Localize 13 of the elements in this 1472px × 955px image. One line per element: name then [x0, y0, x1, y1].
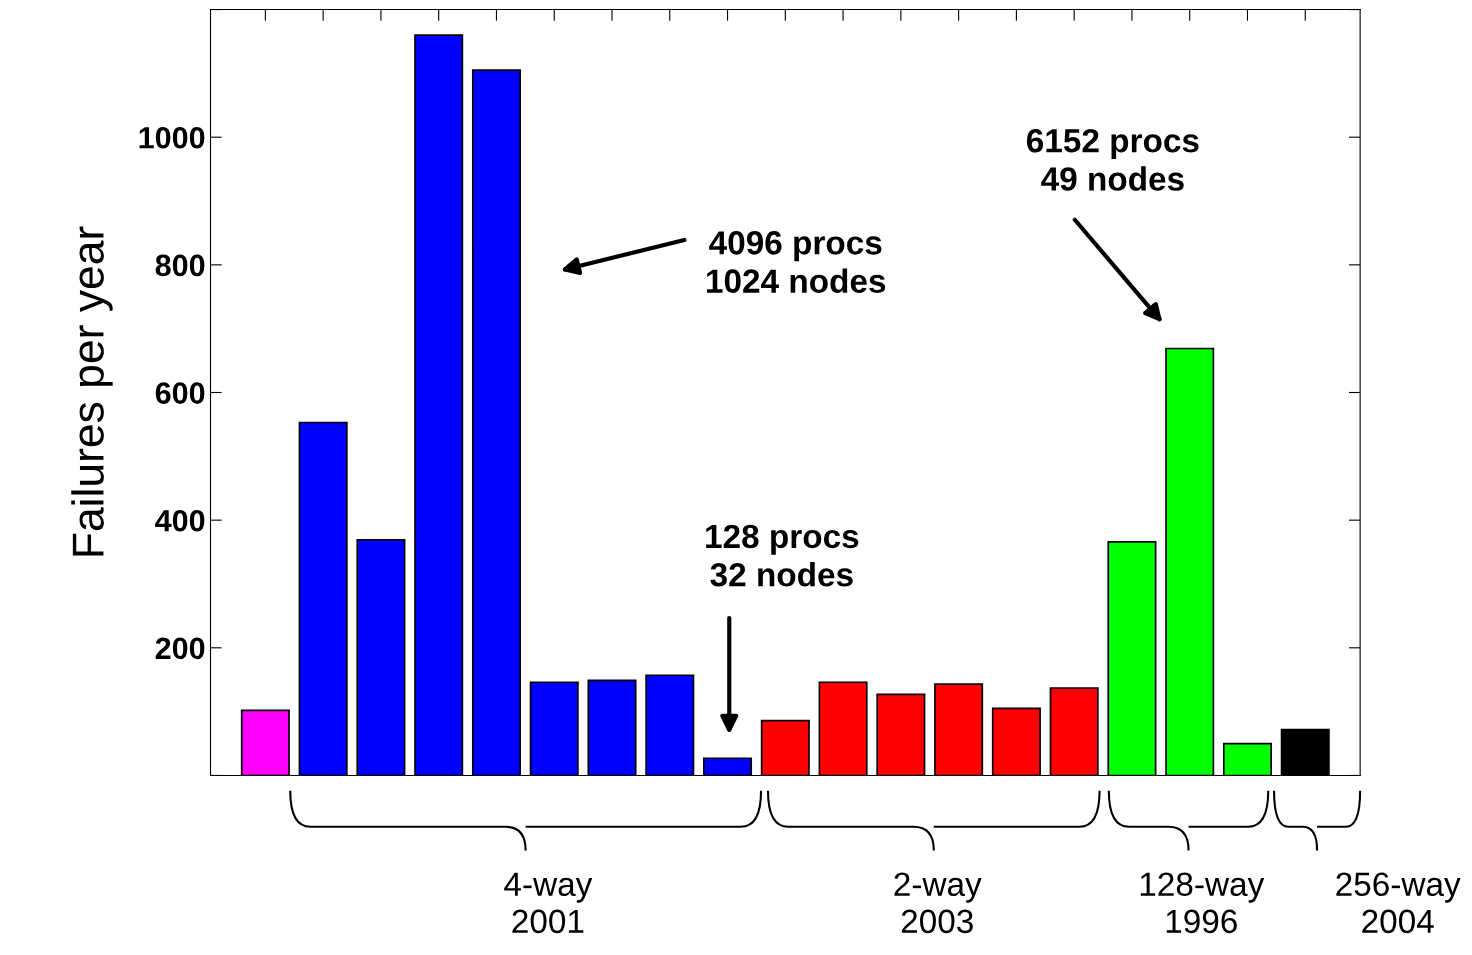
annotation: 6152 procs 49 nodes	[1027, 128, 1199, 191]
annotation: 128 procs 32 nodes	[706, 524, 859, 587]
y-tick-label: 400	[155, 509, 205, 532]
text: 256-way 2004	[1336, 872, 1461, 934]
text: 4-way 2001	[504, 872, 593, 934]
y-tick-label: 1000	[139, 126, 205, 149]
y-tick-label: 600	[155, 382, 205, 404]
y-tick-label: 800	[155, 254, 205, 277]
text: 128-way 1996	[1140, 872, 1265, 934]
annotation: 4096 procs 1024 nodes	[707, 231, 886, 293]
y-tick-label: 200	[155, 637, 205, 660]
y-axis-title: Failures per year	[71, 226, 113, 556]
text: 2-way 2003	[894, 872, 982, 934]
